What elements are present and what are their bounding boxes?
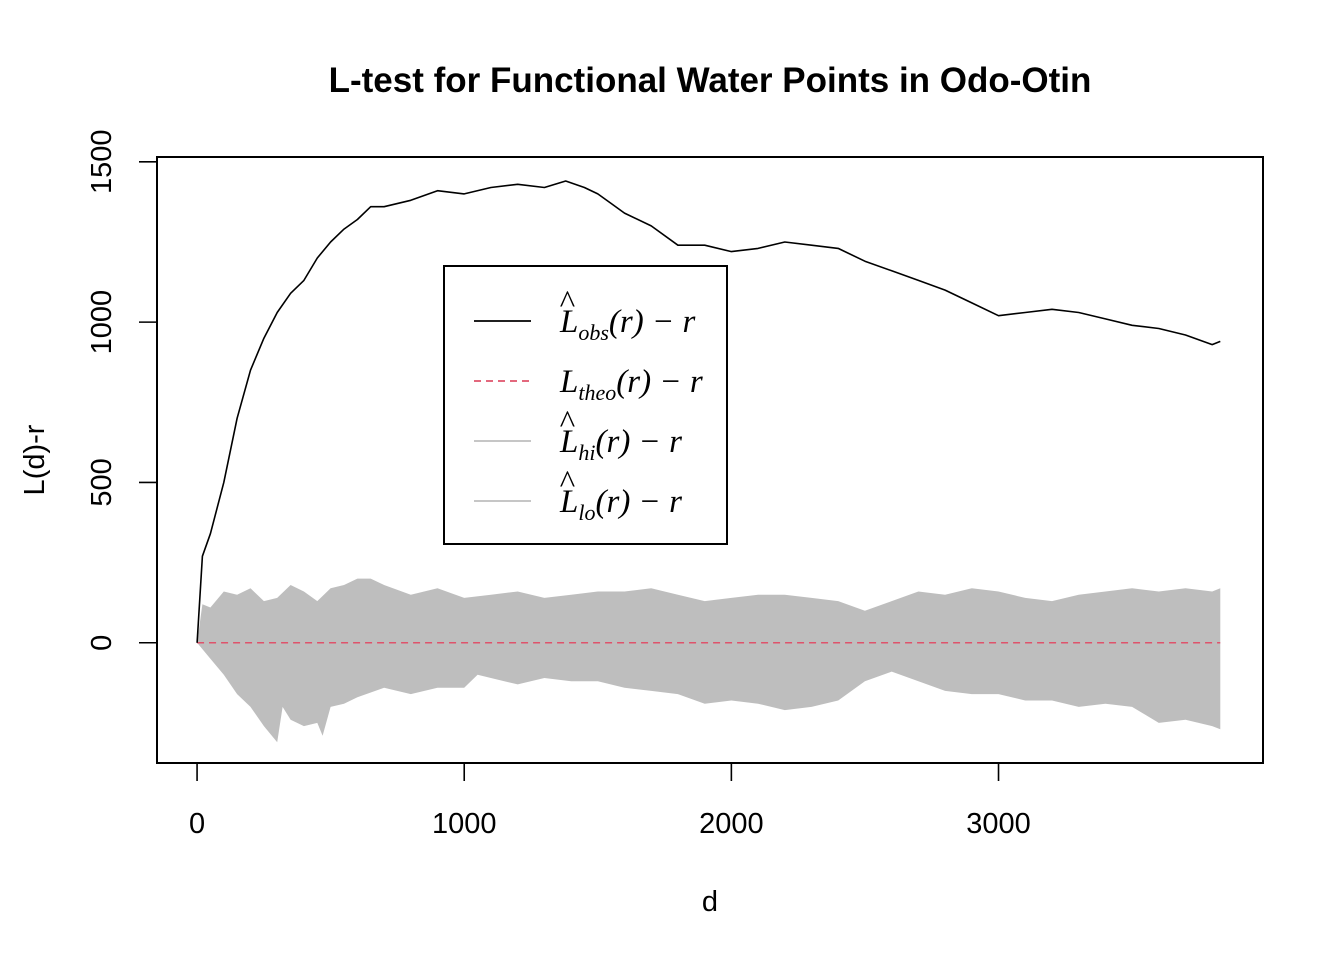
x-tick-label: 0: [189, 808, 205, 840]
legend-hat: ^: [559, 285, 575, 321]
x-axis-label: d: [702, 886, 718, 918]
legend-entry-theo: Ltheo(r) − r: [474, 364, 703, 405]
envelope-band: [197, 578, 1221, 743]
x-tick-label: 2000: [699, 808, 764, 840]
legend-label: Llo(r) − r: [559, 484, 682, 525]
y-tick-label: 0: [86, 635, 118, 651]
x-axis: 0 1000 2000 3000: [189, 762, 1031, 840]
legend-entry-lo: ^Llo(r) − r: [474, 465, 682, 525]
legend-hat: ^: [559, 465, 575, 501]
legend-entry-hi: ^Lhi(r) − r: [474, 405, 682, 465]
y-axis-label: L(d)-r: [19, 424, 51, 495]
legend-entry-obs: ^Lobs(r) − r: [474, 285, 696, 345]
observed-line: [196, 180, 1221, 643]
x-tick-label: 1000: [432, 808, 497, 840]
legend-label: Lhi(r) − r: [559, 424, 682, 465]
y-axis: 0 500 1000 1500: [86, 130, 158, 651]
observed-layer: [196, 180, 1221, 643]
y-tick-label: 500: [86, 458, 118, 506]
legend-hat: ^: [559, 405, 575, 441]
envelope-layer: [197, 578, 1221, 743]
legend-box: [443, 265, 728, 545]
chart-title: L-test for Functional Water Points in Od…: [329, 61, 1092, 100]
legend-label: Lobs(r) − r: [559, 304, 696, 345]
y-tick-label: 1500: [86, 130, 118, 195]
legend-label: Ltheo(r) − r: [559, 364, 703, 405]
y-tick-label: 1000: [86, 290, 118, 355]
x-tick-label: 3000: [966, 808, 1031, 840]
